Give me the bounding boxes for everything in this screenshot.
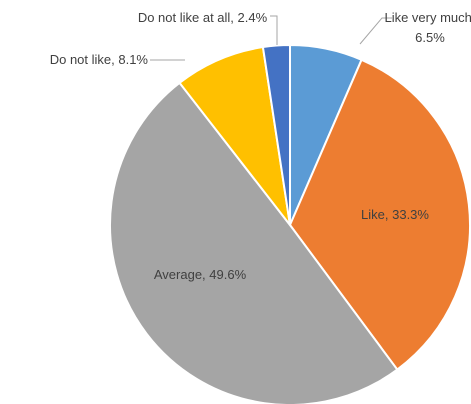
pie-slice (178, 45, 292, 229)
pie-slice (109, 81, 399, 404)
pie-slice (261, 43, 291, 226)
pie-slice (288, 58, 471, 371)
leader-line (359, 17, 392, 45)
data-label: Do not like at all, 2.4% (137, 10, 268, 25)
data-label: Like very much, 6.5% (384, 10, 471, 45)
data-label: Average, 49.6% (153, 267, 247, 282)
data-label: Like, 33.3% (361, 207, 429, 222)
leader-line (270, 15, 278, 45)
data-label: Do not like, 8.1% (49, 52, 148, 67)
